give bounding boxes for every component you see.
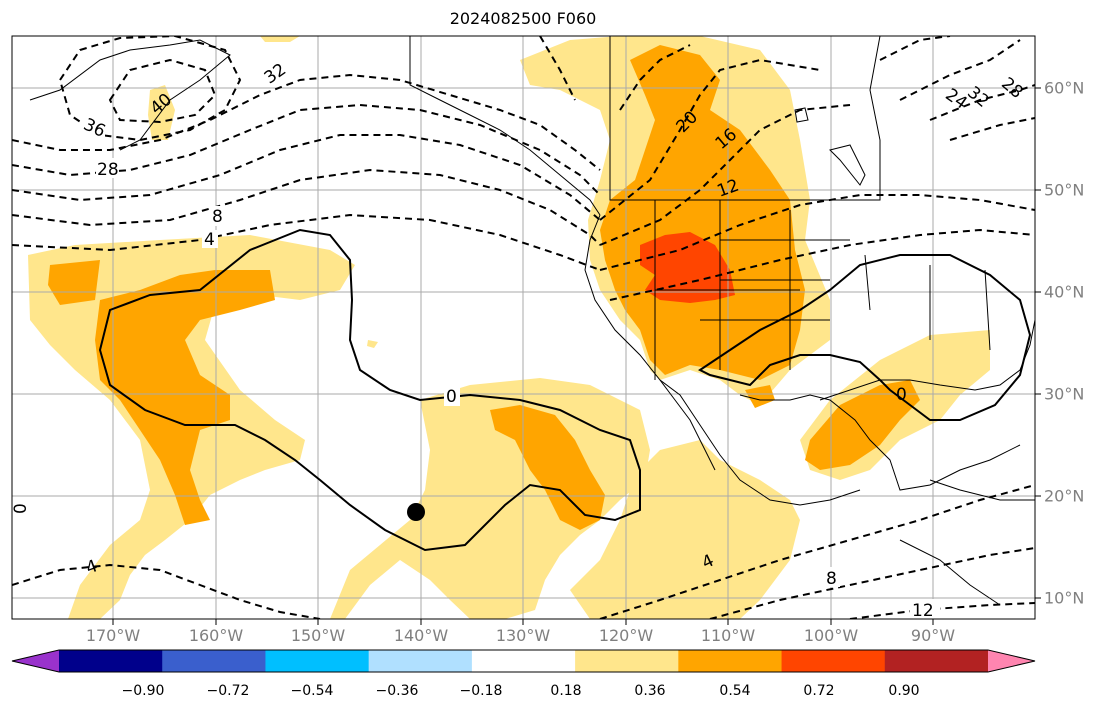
contour-label: 4 [204,230,215,250]
contour-label: 28 [997,74,1026,103]
contour-label: 0 [446,387,457,407]
shading-orange-north-america [600,45,805,380]
shading-layer [28,36,990,619]
coastlines [29,36,1035,606]
lon-label: 120°W [598,626,654,645]
shading-small-1 [367,340,378,348]
shading-level-3 [640,232,735,303]
colorbar-segment [781,650,886,672]
lon-label: 150°W [290,626,346,645]
axis-ticks [112,87,1041,625]
colorbar-segment [162,650,266,672]
shading-mexico [570,440,800,619]
contour-label: 0 [11,503,31,514]
colorbar-tick-label: 0.36 [634,683,666,699]
colorbar-segment [368,650,473,672]
lon-label: 140°W [393,626,449,645]
zero-contours [98,228,1032,552]
colorbar-tick-label: −0.90 [121,683,165,699]
contour-label: 0 [896,385,907,405]
colorbar-segment [678,650,783,672]
colorbar-tick-label: 0.18 [550,683,582,699]
lon-label: 90°W [910,626,956,645]
contour-label: 8 [826,569,837,589]
lat-label: 60°N [1044,78,1085,98]
colorbar-tick-label: 0.54 [719,683,751,699]
shading-aleutian [148,85,175,140]
contour-label: 12 [912,601,934,621]
lon-label: 130°W [495,626,551,645]
lon-label: 170°W [85,626,141,645]
map-title: 2024082500 F060 [449,9,597,28]
shading-red-great-basin [640,232,735,303]
shading-level-2 [48,45,920,530]
colorbar [11,649,1036,673]
colorbar-tick-label: −0.36 [375,683,419,699]
graticule [12,36,1035,619]
colorbar-tick-label: −0.54 [290,683,334,699]
lon-label: 160°W [188,626,244,645]
contour-label: 24 [941,85,970,114]
lon-label: 100°W [803,626,859,645]
contour-label: 28 [97,160,119,180]
contour-label: 8 [212,207,223,227]
shading-orange-tx [745,385,775,408]
colorbar-tick-label: −0.72 [206,683,250,699]
shading-orange-central [490,405,605,530]
colorbar-tick-label: 0.90 [888,683,920,699]
marker-dot [407,503,425,521]
lon-label: 110°W [700,626,756,645]
lat-label: 40°N [1044,282,1085,302]
shading-orange-west-pacific [48,260,100,305]
colorbar-segment [471,650,576,672]
shading-orange-gulf [805,380,920,470]
colorbar-segment [59,650,163,672]
colorbar-extend-high [988,650,1035,672]
colorbar-tick-label: −0.18 [459,683,503,699]
colorbar-outline [11,649,1036,673]
colorbar-segment [884,650,989,672]
colorbar-tick-label: 0.72 [803,683,835,699]
shading-topfringe [260,36,300,42]
lat-label: 20°N [1044,486,1085,506]
lat-label: 50°N [1044,180,1085,200]
colorbar-segment [575,650,679,672]
colorbar-extend-low [12,650,59,672]
colorbar-segment [265,650,370,672]
lat-label: 30°N [1044,384,1085,404]
lat-label: 10°N [1044,588,1085,608]
shading-orange-west-pacific-2 [95,270,275,525]
